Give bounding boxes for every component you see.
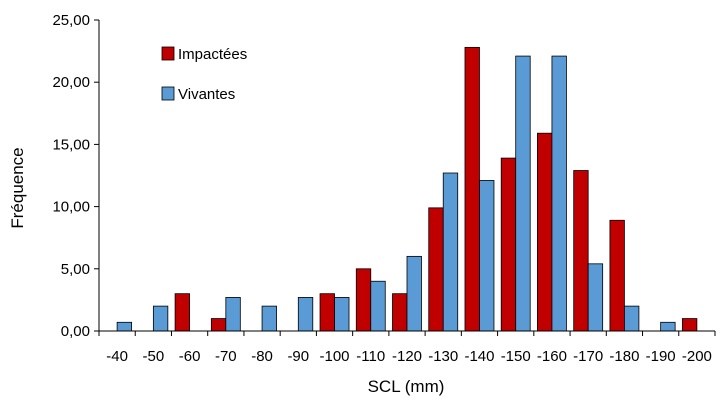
y-tick-label: 15,00 (52, 136, 90, 153)
bar-series-2 (479, 180, 495, 332)
x-tick-label: -50 (143, 348, 165, 365)
bar-series-1 (681, 318, 698, 332)
bar-series-2 (515, 55, 531, 332)
bar-series-1 (500, 157, 517, 332)
legend: Impactées Vivantes (161, 46, 247, 103)
bar-series-1 (210, 318, 227, 332)
legend-label: Impactées (178, 46, 247, 63)
bar-series-2 (152, 305, 169, 332)
x-tick-label: -200 (682, 348, 712, 365)
x-tick-label: -160 (537, 348, 567, 365)
x-tick-label: -190 (646, 348, 676, 365)
y-tick-label: 20,00 (52, 74, 90, 91)
legend-swatch (161, 86, 175, 101)
x-tick-label: -70 (215, 348, 237, 365)
x-ticks-group: -40 -50 -60 -70 -80 -90 -100 -110 -120 -130 -140 -1… (98, 331, 716, 365)
bar-series-2 (334, 297, 350, 332)
x-tick-label: -170 (573, 348, 603, 365)
x-tick-label: -100 (320, 348, 350, 365)
bar-series-1 (573, 170, 589, 332)
x-tick-label: -40 (106, 348, 128, 365)
x-tick-label: -120 (392, 348, 422, 365)
x-axis-label: SCL (mm) (368, 377, 445, 396)
x-tick-label: -130 (428, 348, 458, 365)
bar-series-1 (392, 293, 408, 332)
bar-series-1 (319, 293, 335, 332)
bar-series-2 (660, 321, 676, 332)
bar-series-2 (442, 172, 459, 332)
bar-series-2 (225, 297, 241, 332)
bar-series-1 (428, 207, 444, 332)
y-tick-label: 25,00 (52, 12, 90, 29)
bar-series-1 (174, 293, 190, 332)
y-axis-label: Fréquence (8, 147, 27, 228)
bar-series-2 (261, 305, 277, 332)
y-ticks-group: 0,00 5,00 10,00 15,00 20,00 25,00 (52, 12, 99, 340)
legend-label: Vivantes (178, 86, 235, 103)
bars-group (116, 46, 698, 332)
x-tick-label: -60 (179, 348, 201, 365)
bar-series-2 (370, 280, 386, 332)
legend-swatch (161, 46, 175, 61)
axes-group (98, 20, 715, 332)
bar-series-1 (537, 132, 553, 332)
x-tick-label: -110 (356, 348, 385, 365)
bar-series-2 (587, 263, 604, 332)
y-tick-label: 0,00 (61, 323, 90, 340)
y-tick-label: 5,00 (61, 261, 90, 278)
y-tick-label: 10,00 (52, 199, 90, 216)
x-tick-label: -140 (464, 348, 494, 365)
bar-series-2 (297, 297, 314, 332)
bar-series-2 (406, 255, 422, 332)
x-tick-label: -180 (609, 348, 639, 365)
bar-series-1 (355, 268, 372, 332)
bar-series-2 (551, 55, 567, 332)
bar-series-1 (609, 219, 625, 332)
x-tick-label: -90 (287, 348, 309, 365)
bar-series-2 (624, 305, 640, 332)
bar-series-1 (464, 46, 480, 332)
x-tick-label: -150 (501, 348, 531, 365)
x-tick-label: -80 (251, 348, 273, 365)
bar-series-2 (116, 321, 133, 332)
